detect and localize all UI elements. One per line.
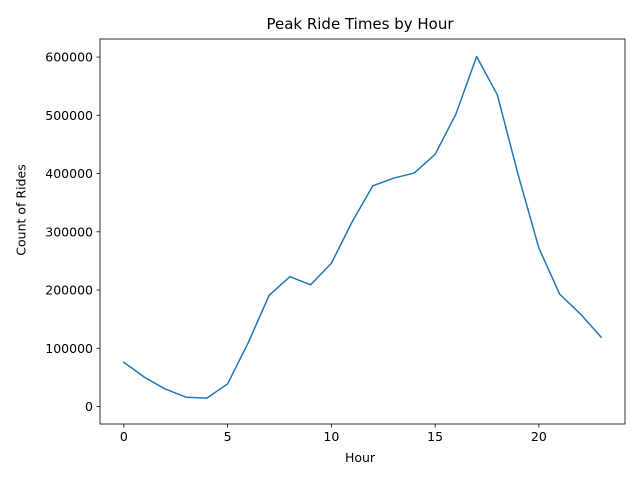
y-tick-label: 300000 — [45, 224, 93, 239]
y-tick-label: 100000 — [45, 341, 93, 356]
plot-area: 0 5 10 15 20 0 100000 200000 300000 400000 500000 6… — [45, 38, 626, 444]
chart-title: Peak Ride Times by Hour — [266, 15, 454, 33]
y-tick-label: 600000 — [45, 50, 93, 65]
x-tick-label: 5 — [224, 429, 232, 444]
series-line-1 — [122, 55, 603, 399]
y-tick-label: 200000 — [45, 283, 93, 298]
y-tick-label: 400000 — [45, 166, 93, 181]
x-tick-label: 0 — [120, 429, 128, 444]
x-axis-label: Hour — [345, 450, 376, 465]
y-axis-label: Count of Rides — [14, 164, 29, 255]
x-tick-label: 10 — [323, 429, 339, 444]
y-tick-label: 500000 — [45, 108, 93, 123]
x-tick-label: 15 — [427, 429, 443, 444]
x-tick-label: 20 — [531, 429, 547, 444]
y-tick-label: 0 — [85, 399, 93, 414]
